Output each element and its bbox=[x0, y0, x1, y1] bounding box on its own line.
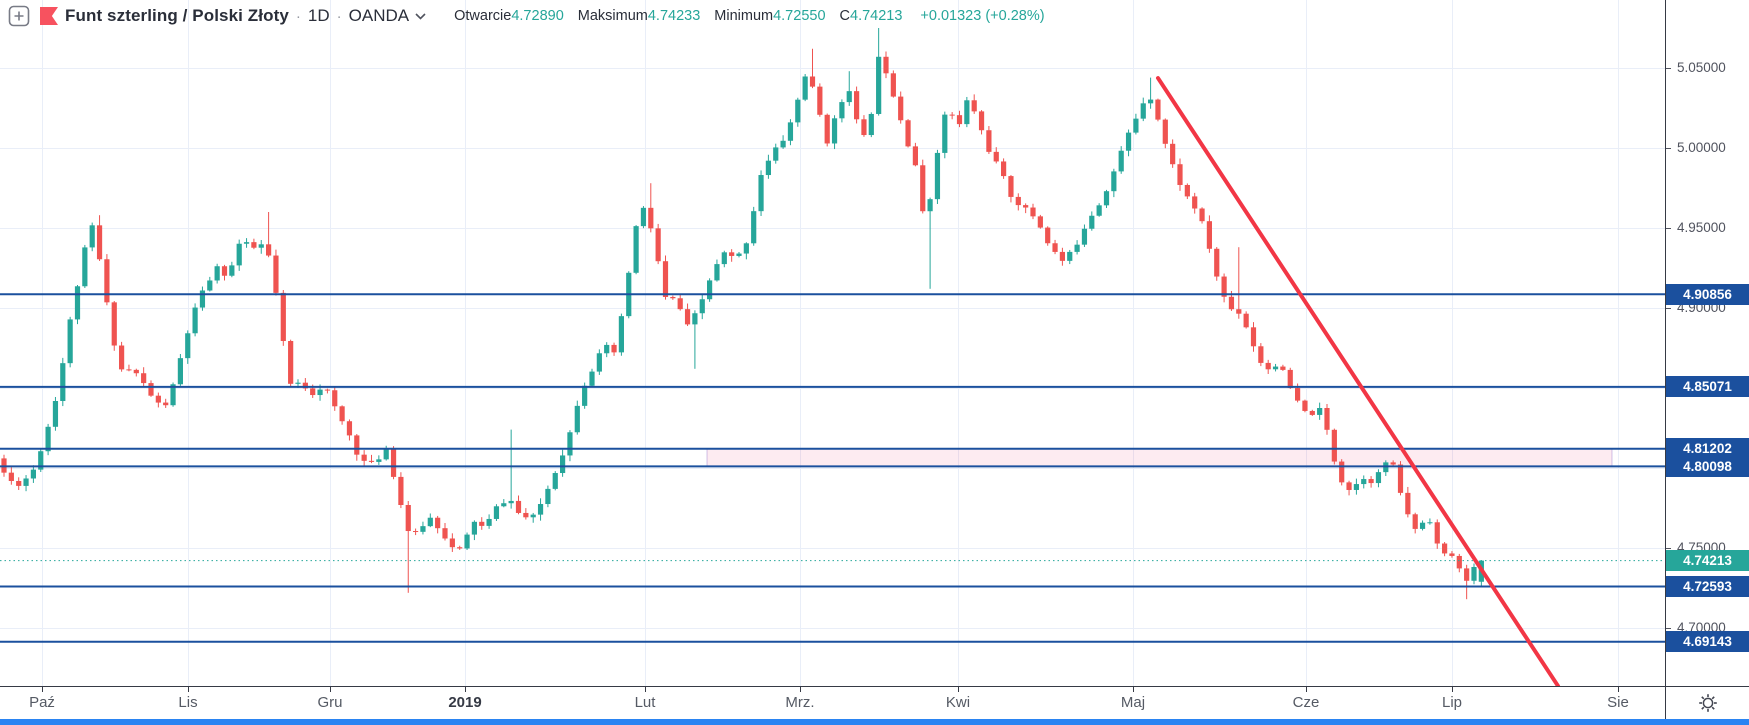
close-label: C bbox=[839, 8, 850, 24]
price-level-label: 4.90856 bbox=[1666, 283, 1749, 305]
exchange-name[interactable]: OANDA bbox=[348, 6, 410, 25]
time-axis-label: Lut bbox=[634, 694, 656, 711]
highlight-band-drawing[interactable] bbox=[706, 448, 1613, 467]
open-label: Otwarcie bbox=[454, 8, 512, 24]
price-tick: 5.00000 bbox=[1666, 140, 1749, 156]
chart-properties-button[interactable] bbox=[1696, 691, 1720, 715]
time-tick bbox=[645, 687, 646, 692]
plus-square-icon bbox=[8, 5, 30, 27]
time-axis-label: Gru bbox=[317, 694, 343, 711]
candles-layer bbox=[1, 28, 1484, 600]
low-value: 4.72550 bbox=[773, 8, 826, 24]
price-level-label: 4.72593 bbox=[1666, 576, 1749, 597]
tick-dash bbox=[1666, 308, 1671, 309]
time-tick bbox=[188, 687, 189, 692]
price-chart-pane[interactable] bbox=[0, 0, 1665, 686]
price-level-lines[interactable] bbox=[0, 293, 1665, 643]
price-scale[interactable]: 5.050005.000004.950004.900004.850004.800… bbox=[1665, 0, 1749, 719]
time-tick bbox=[1452, 687, 1453, 692]
trendline-drawing[interactable] bbox=[1156, 76, 1560, 686]
grid bbox=[0, 0, 1665, 686]
time-axis-label: Lip bbox=[1441, 694, 1463, 711]
separator-dot: · bbox=[336, 7, 342, 25]
time-axis-label: Kwi bbox=[945, 694, 971, 711]
symbol-title[interactable]: Funt szterling / Polski Złoty bbox=[65, 6, 289, 25]
time-tick bbox=[1133, 687, 1134, 692]
interval-value[interactable]: 1D bbox=[307, 6, 330, 25]
high-label: Maksimum bbox=[577, 8, 648, 24]
high-value: 4.74233 bbox=[647, 8, 701, 24]
ohlc-readout: Otwarcie4.72890 Maksimum4.74233 Minimum4… bbox=[454, 8, 1044, 24]
tick-dash bbox=[1666, 228, 1671, 229]
low-label: Minimum bbox=[714, 8, 774, 24]
last-price-label: 4.74213 bbox=[1666, 550, 1749, 572]
time-axis-label: Sie bbox=[1607, 694, 1629, 711]
time-tick bbox=[1618, 687, 1619, 692]
time-axis-label: 2019 bbox=[448, 694, 482, 711]
time-axis-label: Cze bbox=[1292, 694, 1320, 711]
price-tick: 4.95000 bbox=[1666, 220, 1749, 236]
price-level-label: 4.69143 bbox=[1666, 631, 1749, 653]
tick-dash bbox=[1666, 148, 1671, 149]
time-tick bbox=[958, 687, 959, 692]
time-axis-label: Mrz. bbox=[785, 694, 815, 711]
add-symbol-button[interactable] bbox=[8, 5, 30, 27]
tick-dash bbox=[1666, 68, 1671, 69]
price-tick: 5.05000 bbox=[1666, 60, 1749, 76]
time-tick bbox=[330, 687, 331, 692]
time-axis-label: Maj bbox=[1120, 694, 1146, 711]
open-value: 4.72890 bbox=[511, 8, 564, 24]
change-value: +0.01323 (+0.28%) bbox=[920, 8, 1045, 24]
price-level-label: 4.85071 bbox=[1666, 376, 1749, 398]
instrument-flag-icon bbox=[40, 7, 58, 25]
chart-header: Funt szterling / Polski Złoty · 1D · OAN… bbox=[8, 0, 1045, 32]
time-tick bbox=[42, 687, 43, 692]
chevron-down-icon[interactable] bbox=[415, 12, 426, 20]
time-axis-label: Paź bbox=[29, 694, 55, 711]
sun-gear-icon bbox=[1698, 694, 1717, 712]
separator-dot: · bbox=[295, 7, 301, 25]
tick-dash bbox=[1666, 628, 1671, 629]
time-tick bbox=[1306, 687, 1307, 692]
scale-corner bbox=[1665, 686, 1749, 719]
timescale-accent-bar bbox=[0, 719, 1749, 725]
price-level-label: 4.81202 bbox=[1666, 438, 1749, 460]
tick-dash bbox=[1666, 548, 1671, 549]
time-scale[interactable]: Paź Lis Gru 2019 Lut Mrz. Kwi Maj Cze Lip Sie bbox=[0, 686, 1665, 719]
price-level-label: 4.80098 bbox=[1666, 455, 1749, 477]
close-value: 4.74213 bbox=[850, 8, 903, 24]
time-tick bbox=[800, 687, 801, 692]
time-tick bbox=[465, 687, 466, 692]
time-axis-label: Lis bbox=[178, 694, 198, 711]
